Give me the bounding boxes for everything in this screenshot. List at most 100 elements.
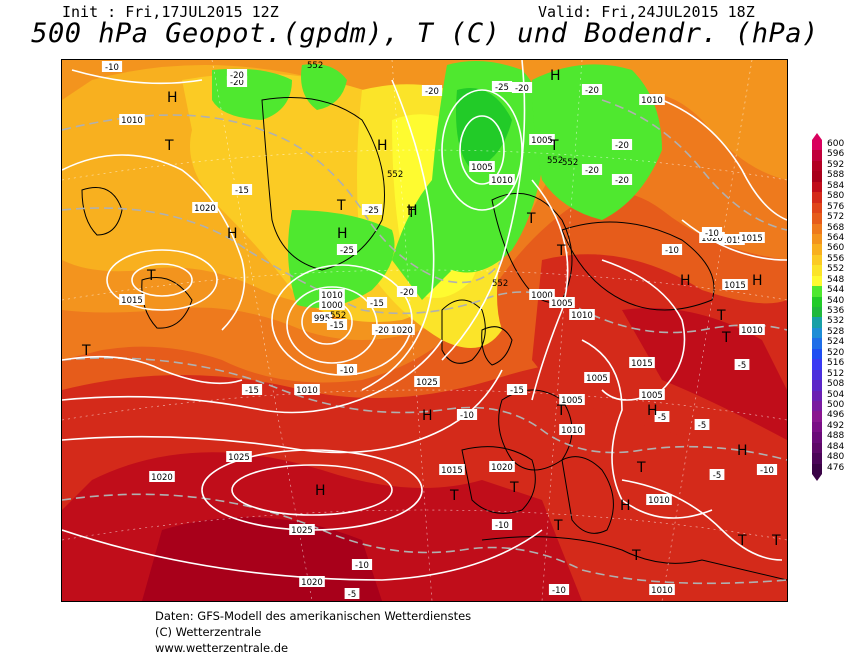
- legend-label: 548: [827, 274, 845, 285]
- legend-entry: 520: [812, 348, 848, 360]
- isobar-label: 1000: [319, 299, 345, 311]
- isobar-label: 1010: [119, 114, 145, 126]
- temperature-labels: -10-20-15-20-25-20 -20-15-25-20-15-20-10-…: [101, 61, 778, 600]
- trough-small: [301, 64, 347, 110]
- legend-entry: 496: [812, 410, 848, 422]
- isotherm-label: -10: [756, 464, 778, 476]
- legend-swatch: [812, 192, 822, 203]
- legend-entry: 508: [812, 379, 848, 391]
- low-pressure-marker: T: [553, 518, 563, 534]
- isotherm-label: -15: [366, 297, 388, 309]
- legend-swatch: [812, 150, 822, 161]
- legend-label: 580: [827, 191, 845, 202]
- isotherm-label-text: -20: [615, 141, 629, 151]
- isobar-label-text: 1010: [741, 326, 763, 336]
- isotherms: [62, 99, 787, 585]
- isotherm-label-text: -5: [698, 421, 706, 431]
- isobar-label-text: 1005: [551, 299, 573, 309]
- isotherm-label: -15: [241, 384, 263, 396]
- geopotential-label: 552: [547, 156, 563, 166]
- legend-swatch: [812, 348, 822, 360]
- isotherm-label: -20: [581, 84, 603, 96]
- isobar-label: 1005: [559, 394, 585, 406]
- isobar-label: 1010: [569, 309, 595, 321]
- legend-swatch: [812, 171, 822, 182]
- legend-label: 600: [827, 139, 845, 149]
- isobar-label-text: 995: [314, 314, 330, 324]
- isobar-label: 1005: [529, 134, 555, 146]
- legend-entry: 480: [812, 452, 848, 464]
- isobar-label-text: 1020: [301, 578, 323, 588]
- isotherm-label: -10: [456, 409, 478, 421]
- isotherm-label-text: -25: [495, 83, 509, 93]
- legend-entry: 548: [812, 274, 848, 287]
- legend-swatch: [812, 338, 822, 349]
- legend-entry: 516: [812, 358, 848, 370]
- isotherm-label-text: -10: [495, 521, 509, 531]
- legend-arrow-up: [812, 133, 822, 140]
- legend-label: 480: [827, 452, 845, 463]
- isobar-label: 1015: [739, 232, 765, 244]
- isotherm-label: -10: [336, 364, 358, 376]
- hot-zone-east: [622, 308, 787, 440]
- legend-entry: 580: [812, 191, 848, 203]
- isobar-label: 995: [311, 312, 333, 324]
- legend-entry: 476: [812, 463, 848, 474]
- legend-entry: 568: [812, 223, 848, 234]
- isobar-label-text: 1015: [724, 281, 746, 291]
- trough-west: [288, 210, 395, 308]
- isotherm-label-text: -25: [340, 246, 354, 256]
- low-pressure-marker: T: [406, 205, 416, 221]
- legend-entry: 504: [812, 389, 848, 401]
- isotherm-label-text: -10: [460, 411, 474, 421]
- color-legend: 600 596 592 588 584 580 576 572 568 564 560 556 552 5…: [812, 133, 848, 481]
- legend-entry: 572: [812, 212, 848, 224]
- legend-label: 544: [827, 285, 845, 296]
- isobar-label-text: 1000: [321, 301, 343, 311]
- isobar-label: 1010: [294, 384, 320, 396]
- legend-swatch: [812, 265, 822, 276]
- legend-label: 576: [827, 201, 845, 212]
- isotherm-label: -20: [581, 164, 603, 176]
- legend-swatch: [812, 202, 822, 214]
- coastlines: [81, 97, 787, 581]
- legend-label: 504: [827, 389, 845, 400]
- legend-swatch: [812, 442, 822, 454]
- isobar-label: 1020: [299, 576, 325, 588]
- legend-entry: 492: [812, 421, 848, 433]
- isobar-label: 1015: [119, 294, 145, 306]
- legend-swatch: [812, 421, 822, 433]
- isotherm-label: -25: [491, 81, 513, 93]
- legend-entry: 560: [812, 243, 848, 255]
- high-pressure-marker: H: [737, 443, 748, 459]
- isotherm-label: -10: [491, 519, 513, 531]
- legend-label: 556: [827, 253, 845, 264]
- legend-swatch: [812, 307, 822, 318]
- isobar-label: 1010: [559, 424, 585, 436]
- legend-label: 560: [827, 243, 845, 254]
- legend-entry: 488: [812, 431, 848, 443]
- legend-label: 572: [827, 212, 845, 223]
- isobar-label: 1010: [646, 494, 672, 506]
- legend-swatch: [812, 463, 822, 474]
- isotherm-label: -10: [351, 559, 373, 571]
- low-pressure-marker: T: [556, 403, 566, 419]
- isobar-label: 1010: [739, 324, 765, 336]
- legend-entry: 544: [812, 285, 848, 297]
- isotherm-label-text: -25: [365, 206, 379, 216]
- trough-core: [456, 88, 512, 170]
- legend-entry: 552: [812, 264, 848, 276]
- legend-label: 488: [827, 431, 845, 442]
- legend-entry: 596: [812, 149, 848, 161]
- isobar-label-text: 1010: [491, 176, 513, 186]
- low-pressure-marker: T: [556, 243, 566, 259]
- low-pressure-marker: T: [716, 308, 726, 324]
- geopotential-label: 552: [307, 61, 323, 71]
- legend-label: 588: [827, 170, 845, 181]
- isobar-label: 1010: [649, 584, 675, 596]
- legend-swatch: [812, 317, 822, 328]
- isotherm-label-text: -20: [230, 78, 244, 88]
- isobar-label-text: 1010: [296, 386, 318, 396]
- legend-entry: 576: [812, 201, 848, 214]
